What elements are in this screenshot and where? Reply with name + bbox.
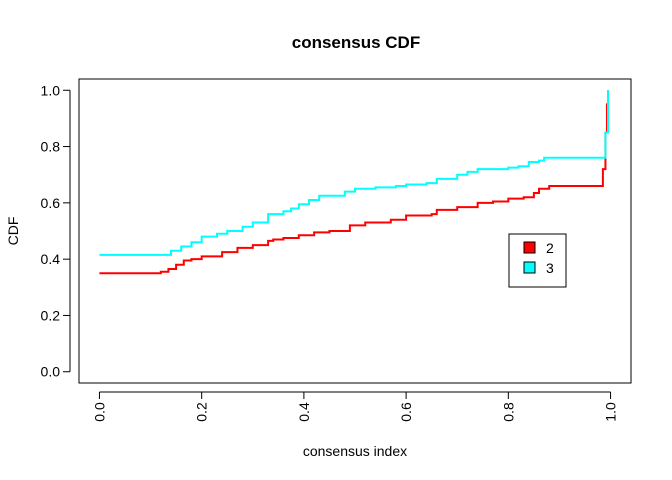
plot-frame bbox=[78, 78, 632, 384]
legend-swatch-3 bbox=[523, 261, 536, 274]
legend-label-2: 2 bbox=[546, 240, 554, 256]
x-axis: 0.0 0.2 0.4 0.6 0.8 1.0 bbox=[91, 391, 619, 422]
y-tick-label: 0.6 bbox=[41, 195, 61, 211]
x-tick-label: 1.0 bbox=[603, 402, 619, 422]
legend: 23 bbox=[508, 233, 567, 288]
series-line-2 bbox=[99, 90, 609, 275]
y-tick-label: 0.0 bbox=[41, 364, 61, 380]
chart-title: consensus CDF bbox=[292, 33, 420, 52]
x-tick-label: 0.4 bbox=[296, 402, 312, 422]
y-tick-label: 0.2 bbox=[41, 307, 61, 323]
legend-label-3: 3 bbox=[546, 260, 554, 276]
y-tick-label: 0.4 bbox=[41, 251, 61, 267]
x-axis-label: consensus index bbox=[303, 443, 407, 459]
x-tick-label: 0.2 bbox=[194, 402, 210, 422]
x-tick-label: 0.8 bbox=[500, 402, 516, 422]
series-layer bbox=[99, 90, 609, 275]
y-axis-label: CDF bbox=[5, 217, 21, 246]
y-tick-label: 1.0 bbox=[41, 82, 61, 98]
series-line-3 bbox=[99, 90, 609, 256]
y-axis: 0.0 0.2 0.4 0.6 0.8 1.0 bbox=[41, 82, 71, 380]
legend-swatch-2 bbox=[523, 241, 536, 254]
x-tick-label: 0.0 bbox=[91, 402, 107, 422]
y-tick-label: 0.8 bbox=[41, 139, 61, 155]
legend-box bbox=[508, 233, 567, 288]
x-tick-label: 0.6 bbox=[398, 402, 414, 422]
